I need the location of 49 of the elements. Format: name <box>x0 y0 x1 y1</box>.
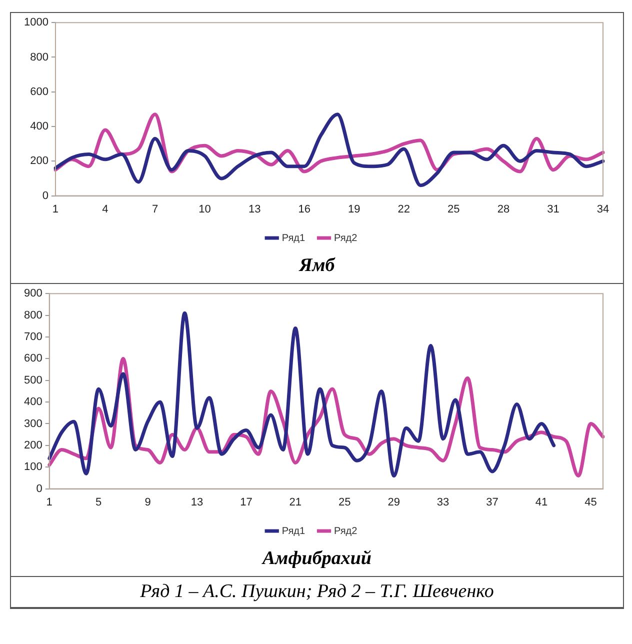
x-tick-label: 5 <box>96 496 102 508</box>
x-tick-label: 22 <box>398 203 410 216</box>
legend-label: Ряд1 <box>282 232 306 244</box>
line-series <box>54 112 605 188</box>
x-tick-label: 4 <box>102 203 108 216</box>
y-tick-label: 800 <box>24 309 42 322</box>
x-tick-label: 13 <box>190 496 204 508</box>
y-tick-label: 1000 <box>24 16 48 29</box>
x-tick-label: 1 <box>46 496 52 508</box>
x-tick-label: 41 <box>535 496 548 508</box>
text: Амфибрахий <box>260 547 372 571</box>
line-series <box>48 311 556 478</box>
y-tick-label: 500 <box>24 374 42 386</box>
y-tick-label: 200 <box>30 155 48 168</box>
y-tick-label: 300 <box>24 418 42 430</box>
x-tick-label: 34 <box>596 203 610 216</box>
y-tick-label: 800 <box>30 51 48 64</box>
x-tick-label: 25 <box>338 496 351 508</box>
y-tick-label: 400 <box>24 396 42 408</box>
x-tick-label: 19 <box>348 203 360 216</box>
x-tick-label: 16 <box>298 203 310 216</box>
y-tick-label: 0 <box>36 482 42 495</box>
x-tick-label: 21 <box>289 496 302 508</box>
x-tick-label: 7 <box>152 203 158 216</box>
x-tick-label: 10 <box>198 203 211 216</box>
y-tick-label: 400 <box>30 120 48 133</box>
text: Ряд 1 – А.С. Пушкин; Ряд 2 – Т.Г. Шевченко <box>11 576 623 607</box>
x-tick-label: 29 <box>388 496 400 508</box>
x-tick-label: 28 <box>497 203 510 216</box>
legend-label: Ряд2 <box>334 526 358 537</box>
x-tick-label: 25 <box>448 203 460 216</box>
x-tick-label: 9 <box>144 496 151 508</box>
y-tick-label: 0 <box>42 190 48 202</box>
x-tick-label: 17 <box>240 496 252 508</box>
x-tick-label: 13 <box>248 203 261 216</box>
y-tick-label: 100 <box>24 461 42 474</box>
y-tick-label: 600 <box>30 86 48 98</box>
y-tick-label: 600 <box>24 352 42 365</box>
legend-label: Ряд2 <box>334 232 358 244</box>
x-tick-label: 1 <box>52 203 59 216</box>
x-tick-label: 33 <box>436 496 450 508</box>
text: Ямб <box>298 254 336 278</box>
x-tick-label: 37 <box>486 496 498 508</box>
y-tick-label: 200 <box>24 439 42 452</box>
legend-label: Ряд1 <box>282 526 306 537</box>
y-tick-label: 900 <box>24 288 42 300</box>
x-tick-label: 45 <box>584 496 597 508</box>
y-tick-label: 700 <box>24 331 42 344</box>
x-tick-label: 31 <box>547 203 560 216</box>
